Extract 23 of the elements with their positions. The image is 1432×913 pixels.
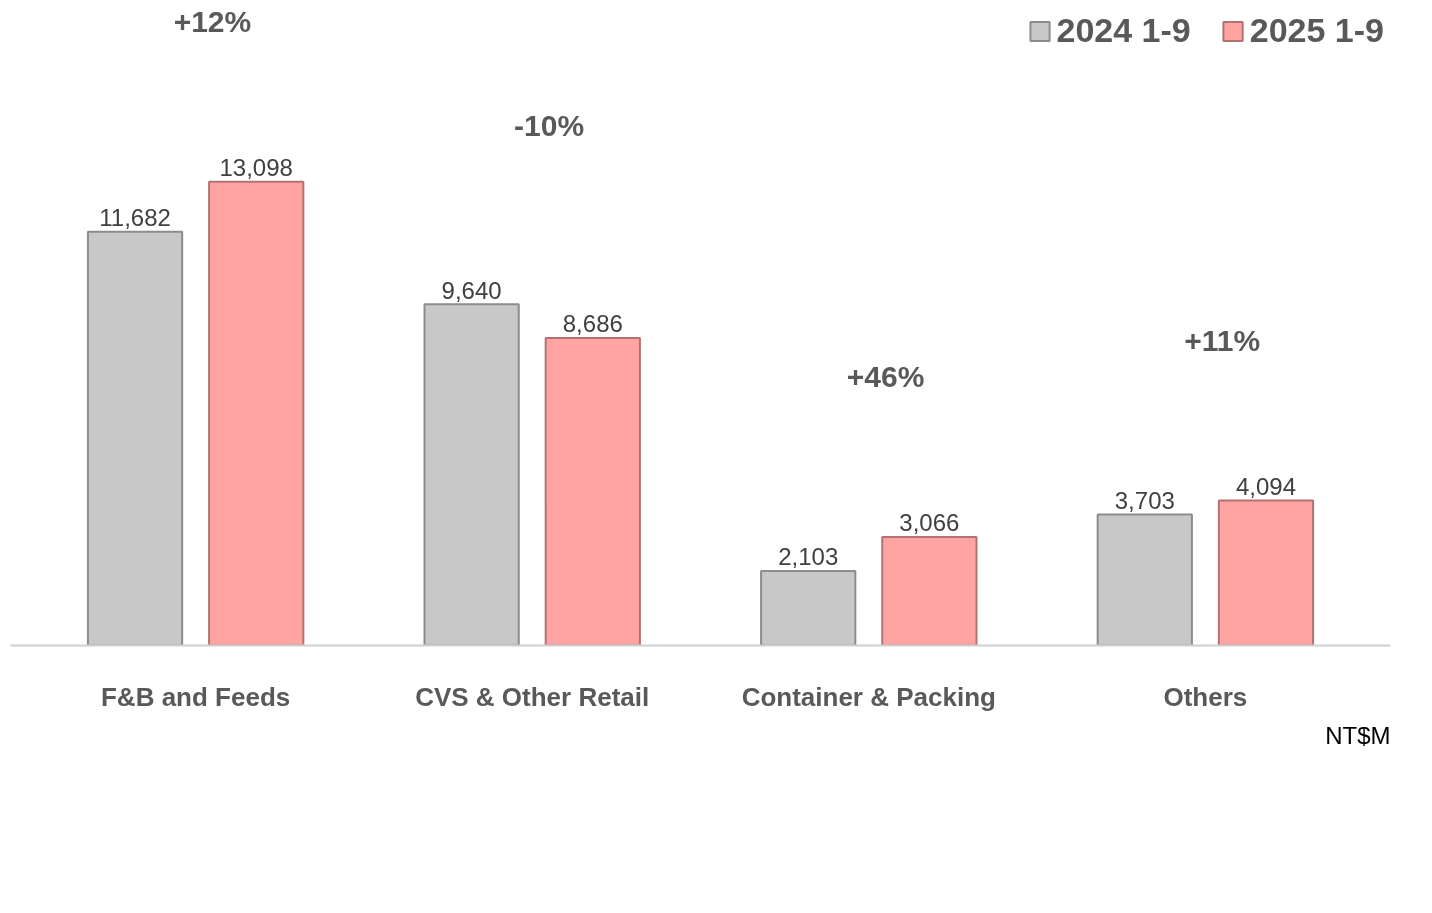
- data-label: 11,682: [99, 204, 171, 232]
- text: +12%: [173, 4, 252, 38]
- bar: [544, 336, 641, 646]
- data-label: 2,103: [778, 543, 839, 571]
- annotation: +46%: [846, 360, 925, 394]
- data-label: 9,640: [441, 276, 502, 304]
- legend-label: 2024 1-9: [1056, 11, 1191, 50]
- x-tick-label: Container & Packing: [741, 681, 996, 712]
- text: NT$M: [1325, 721, 1391, 749]
- bar: [208, 180, 305, 646]
- x-tick-label: F&B and Feeds: [101, 681, 291, 712]
- annotation: +11%: [1184, 323, 1261, 357]
- x-tick-label: CVS & Other Retail: [415, 681, 650, 712]
- data-label: 4,094: [1235, 472, 1296, 500]
- data-label: 3,703: [1114, 486, 1175, 514]
- legend-label: 2025 1-9: [1249, 11, 1384, 50]
- bar: [881, 535, 978, 646]
- text: -10%: [514, 108, 585, 142]
- data-label: 13,098: [219, 154, 293, 182]
- x-tick-label: Others: [1163, 681, 1248, 712]
- data-label: 8,686: [562, 310, 623, 338]
- data-label: 3,066: [899, 509, 960, 537]
- bar: [1217, 499, 1315, 646]
